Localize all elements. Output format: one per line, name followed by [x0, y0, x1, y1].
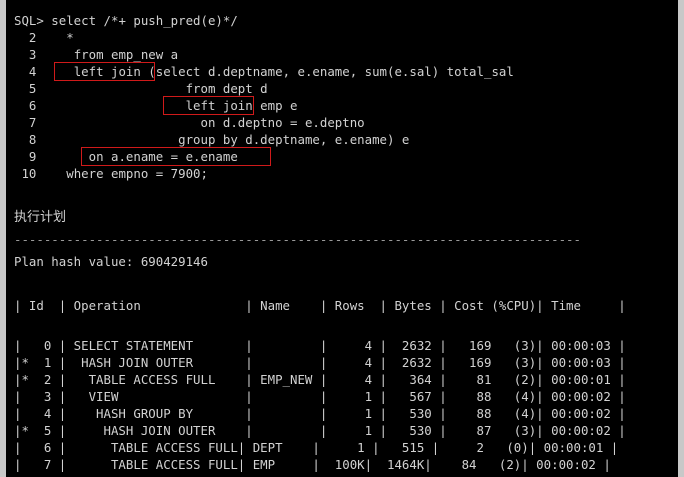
plan-table-header: | Id | Operation | Name | Rows | Bytes |…	[14, 298, 626, 313]
sql-line-5: 5 from dept d	[14, 80, 268, 97]
sql-lineno-6: 6	[14, 98, 37, 113]
sql-line-8: 8 group by d.deptname, e.ename) e	[14, 131, 409, 148]
table-row[interactable]: |* 2 | TABLE ACCESS FULL | EMP_NEW | 4 |…	[14, 372, 626, 387]
sql-lineno-7: 7	[14, 115, 37, 130]
separator-under-title: ----------------------------------------…	[14, 232, 581, 247]
sql-line-1: SQL> select /*+ push_pred(e)*/	[14, 12, 238, 29]
sql-line-7: 7 on d.deptno = e.deptno	[14, 114, 365, 131]
sql-prompt: SQL>	[14, 13, 44, 28]
sql-text-7: on d.deptno = e.deptno	[36, 115, 365, 130]
section-title-execution-plan: 执行计划	[14, 210, 67, 225]
sql-lineno-5: 5	[14, 81, 37, 96]
sql-lineno-10: 10	[14, 166, 37, 181]
sql-text-8: group by d.deptname, e.ename) e	[36, 132, 410, 147]
sql-text-3: from emp_new a	[36, 47, 179, 62]
table-row[interactable]: | 6 | TABLE ACCESS FULL| DEPT | 1 | 515 …	[14, 440, 619, 455]
plan-hash-value: Plan hash value: 690429146	[14, 254, 208, 269]
sql-line-4: 4 left join (select d.deptname, e.ename,…	[14, 63, 514, 80]
terminal-window[interactable]: SQL> select /*+ push_pred(e)*/ 2 * 3 fro…	[6, 0, 678, 477]
sql-line-3: 3 from emp_new a	[14, 46, 178, 63]
sql-text-1: select /*+ push_pred(e)*/	[43, 13, 238, 28]
table-row[interactable]: | 4 | HASH GROUP BY | | 1 | 530 | 88 (4)…	[14, 406, 626, 421]
sql-lineno-8: 8	[14, 132, 37, 147]
sql-lineno-4: 4	[14, 64, 37, 79]
table-row[interactable]: |* 1 | HASH JOIN OUTER | | 4 | 2632 | 16…	[14, 355, 626, 370]
sql-line-6: 6 left join emp e	[14, 97, 298, 114]
table-row[interactable]: | 0 | SELECT STATEMENT | | 4 | 2632 | 16…	[14, 338, 626, 353]
sql-text-10: where empno = 7900;	[36, 166, 208, 181]
sql-text-2: *	[36, 30, 74, 45]
sql-text-6: left join emp e	[36, 98, 298, 113]
sql-text-4: left join (select d.deptname, e.ename, s…	[36, 64, 514, 79]
table-row[interactable]: | 3 | VIEW | | 1 | 567 | 88 (4)| 00:00:0…	[14, 389, 626, 404]
table-row[interactable]: | 7 | TABLE ACCESS FULL| EMP | 100K| 146…	[14, 457, 611, 472]
page-left-margin	[0, 0, 6, 477]
table-row[interactable]: |* 5 | HASH JOIN OUTER | | 1 | 530 | 87 …	[14, 423, 626, 438]
sql-line-9: 9 on a.ename = e.ename	[14, 148, 238, 165]
sql-lineno-3: 3	[14, 47, 37, 62]
sql-line-10: 10 where empno = 7900;	[14, 165, 208, 182]
sql-lineno-9: 9	[14, 149, 37, 164]
sql-lineno-2: 2	[14, 30, 37, 45]
sql-text-9: on a.ename = e.ename	[36, 149, 238, 164]
sql-line-2: 2 *	[14, 29, 74, 46]
sql-text-5: from dept d	[36, 81, 268, 96]
page-right-margin	[678, 0, 684, 477]
